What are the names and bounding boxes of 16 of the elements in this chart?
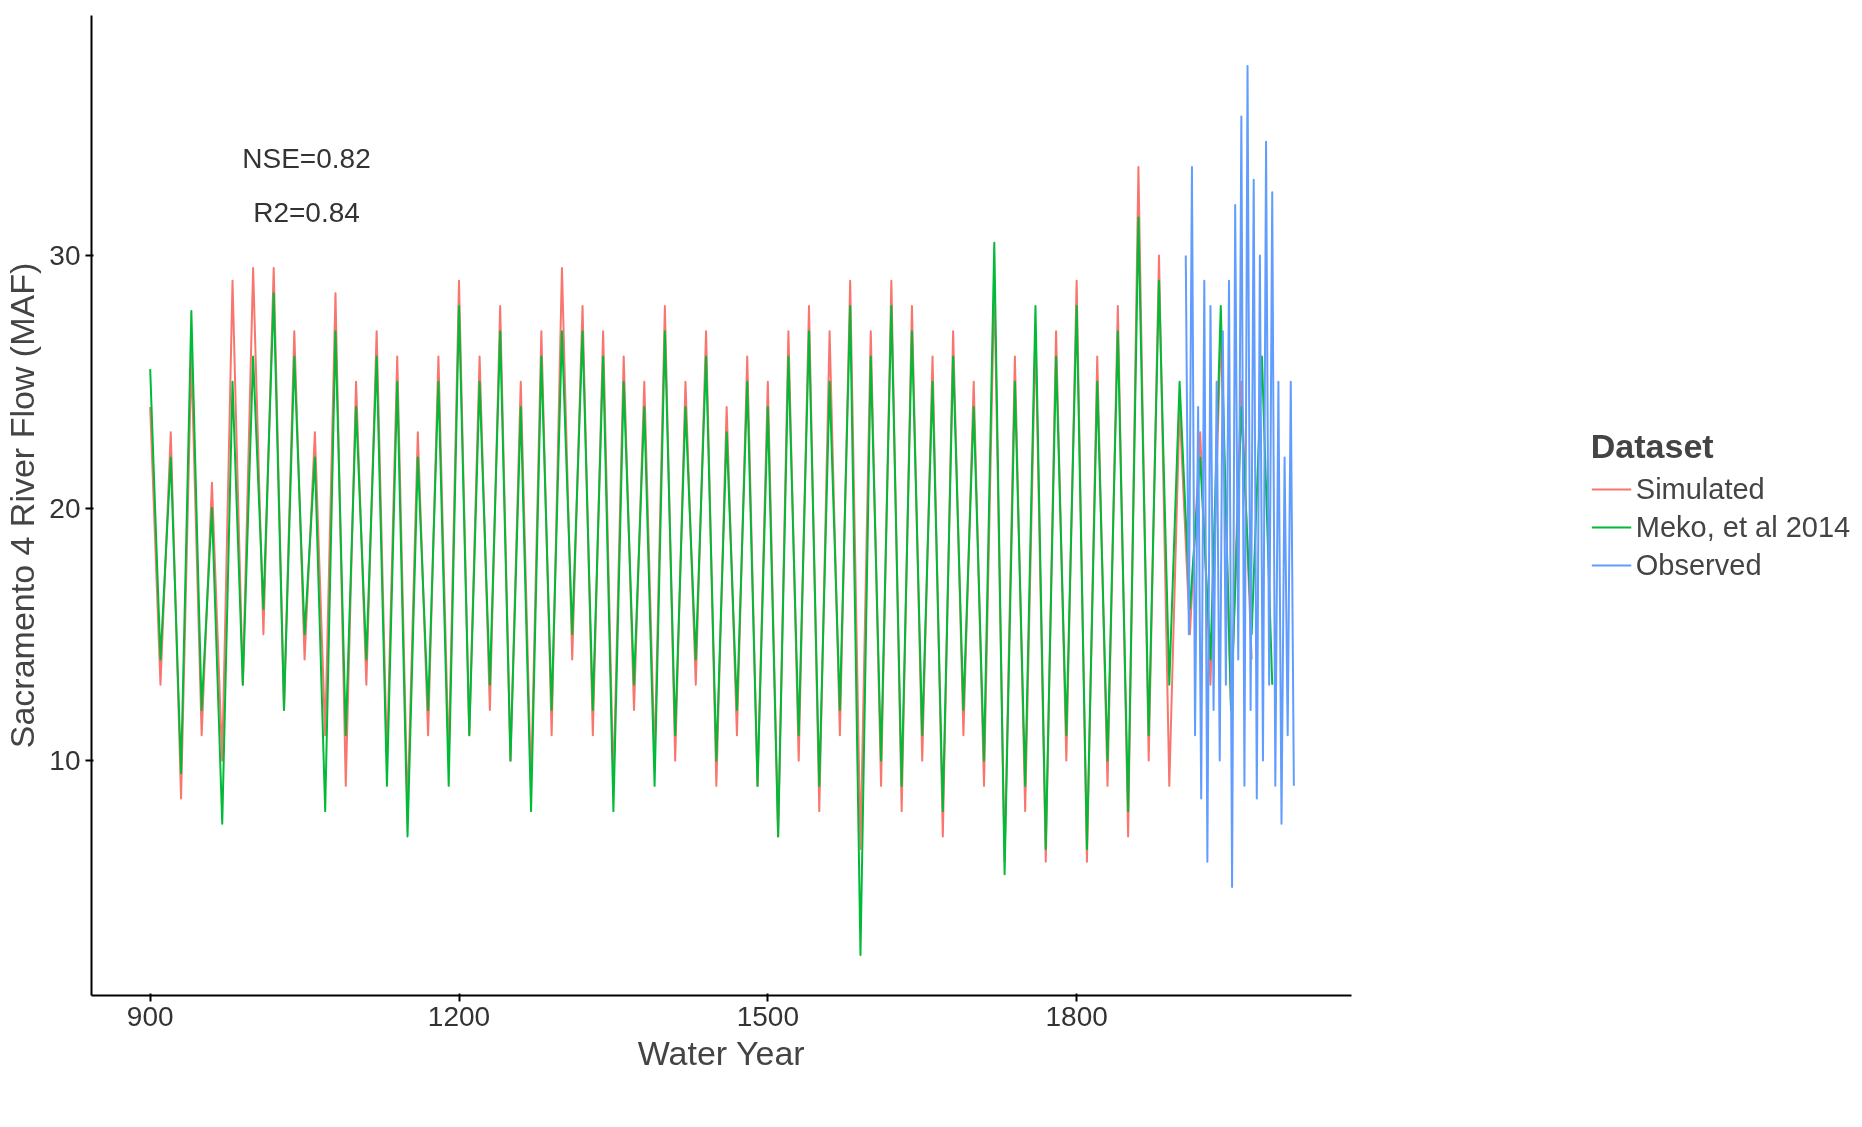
- x-tick-label: 900: [126, 1000, 174, 1032]
- x-tick-label: 1800: [1045, 1000, 1108, 1032]
- legend-title: Dataset: [1590, 427, 1715, 466]
- y-tick-label: 20: [49, 492, 81, 524]
- legend-label: Meko, et al 2014: [1635, 509, 1851, 545]
- y-axis-title: Sacramento 4 River Flow (MAF): [3, 262, 42, 749]
- annotation: R2=0.84: [253, 197, 360, 228]
- line-series: [1184, 65, 1295, 888]
- y-tick-label: 10: [49, 745, 81, 777]
- x-tick-label: 1200: [427, 1000, 491, 1032]
- legend-label: Simulated: [1635, 471, 1765, 507]
- x-tick-label: 1500: [736, 1000, 799, 1032]
- x-axis-title: Water Year: [637, 1033, 805, 1072]
- legend-label: Observed: [1635, 547, 1762, 583]
- y-tick-label: 30: [49, 239, 81, 271]
- annotation: NSE=0.82: [242, 143, 371, 174]
